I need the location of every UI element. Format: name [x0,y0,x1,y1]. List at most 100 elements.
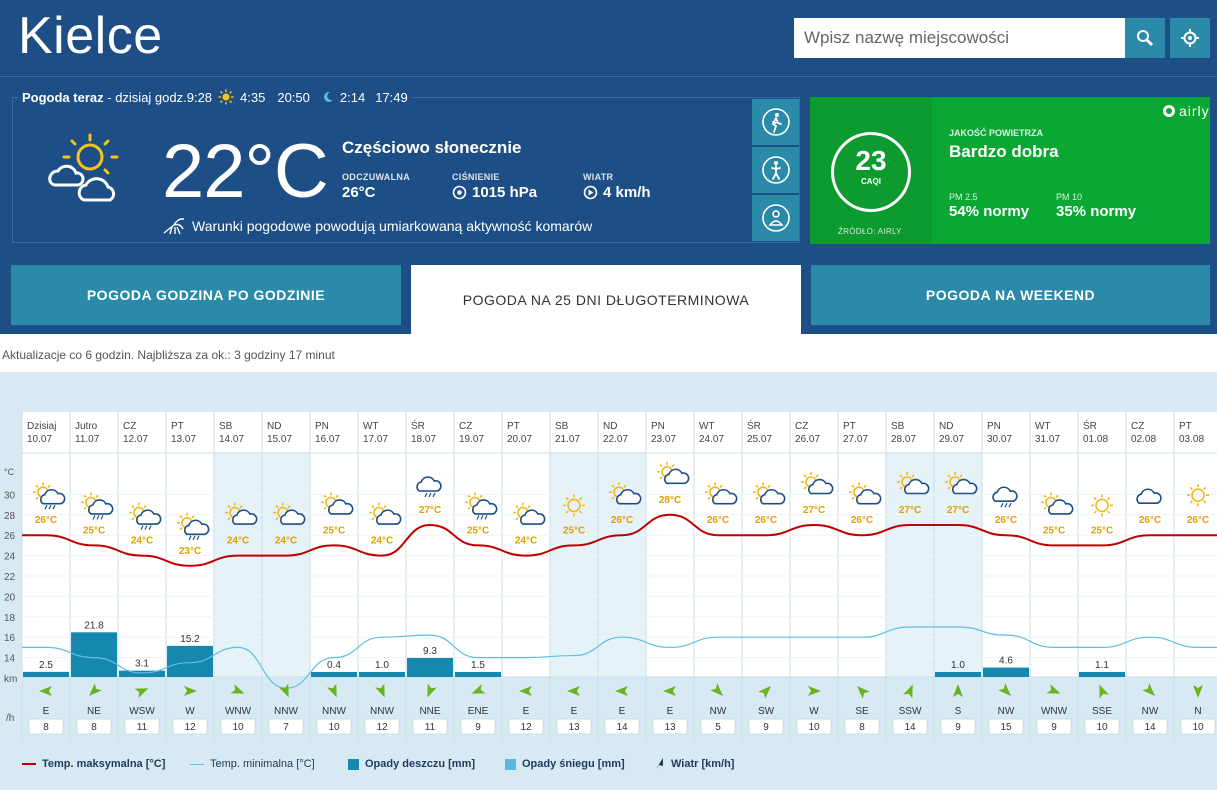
wind-arrow [998,683,1011,696]
wind-arrow [230,684,245,694]
day-date: 28.07 [891,434,916,445]
activity-button[interactable] [752,147,799,193]
wind-direction: E [619,706,626,717]
legend-snow-label: Opady śniegu [mm] [522,758,625,770]
day-date: 12.07 [123,434,148,445]
wind-arrow [1193,685,1203,698]
weekend-column [550,453,598,677]
legend-min-swatch [190,763,204,765]
sun-icon [563,494,585,517]
sun-cloud-icon [657,461,690,485]
temp-max-label: 28°C [659,495,681,506]
wind-direction: E [571,706,578,717]
rain-label: 1.5 [471,660,485,671]
wind-speed: 13 [664,722,676,733]
rain-bar [455,672,501,677]
temp-max-label: 24°C [227,536,249,547]
divider [0,76,1217,77]
moonrise-time: 2:14 [339,89,366,105]
day-date: 15.07 [267,434,292,445]
search-input[interactable] [794,18,1125,58]
wind-speed-box [988,718,1024,735]
now-daytime: - dzisiaj godz.9:28 [107,89,213,105]
legend-wind-icon [656,758,663,769]
wind-direction: N [1194,706,1201,717]
wind-arrow [758,686,771,699]
locate-icon [1181,29,1199,47]
search-button[interactable] [1125,18,1165,58]
partly-sunny-icon [48,133,119,202]
wind-speed-box [556,718,592,735]
sun-cloud-icon [705,482,738,505]
y-tick-label: 16 [4,633,16,644]
current-weather-header: Pogoda teraz - dzisiaj godz.9:28 4:35 20… [18,89,412,105]
y-tick-label: 26 [4,531,16,542]
wind-speed-box [220,718,256,735]
rain-label: 15.2 [180,634,200,645]
wind-arrow [39,686,52,696]
sun-cloud-icon [321,492,354,515]
wind-speed: 7 [283,722,289,733]
wind-speed-box [1084,718,1120,735]
wind-speed-box [700,718,736,735]
wind-direction: NW [1142,706,1159,717]
wind-speed-box [748,718,784,735]
locate-button[interactable] [1170,18,1210,58]
cloud-rain-icon [416,476,442,498]
day-name: Jutro [75,421,98,432]
day-date: 30.07 [987,434,1012,445]
tab-25-days[interactable]: POGODA NA 25 DNI DŁUGOTERMINOWA [411,265,801,334]
sun-cloud-icon [945,472,978,495]
temp-max-label: 25°C [563,525,585,536]
airly-logo-icon [1163,105,1175,117]
wind-direction: NNE [419,706,440,717]
wind-speed-box [28,718,64,735]
wind-arrow [1046,684,1061,694]
day-name: SB [891,421,905,432]
mosquito-text: Warunki pogodowe powodują umiarkowaną ak… [192,218,593,234]
wind-direction: E [667,706,674,717]
wind-direction: E [43,706,50,717]
day-name: PT [1179,421,1192,432]
day-date: 31.07 [1035,434,1060,445]
air-quality-panel[interactable]: 23 CAQI ŹRÓDŁO: AIRLY airly JAKOŚĆ POWIE… [810,97,1210,244]
wind-direction: NNW [370,706,394,717]
rain-label: 0.4 [327,660,341,671]
rain-label: 9.3 [423,646,437,657]
temp-max-label: 27°C [419,505,441,516]
wind-speed: 10 [808,722,820,733]
weekend-column [598,453,646,677]
day-date: 16.07 [315,434,340,445]
wind-direction: W [809,706,819,717]
y-tick-label: 28 [4,511,16,522]
wind: WIATR 4 km/h [583,172,651,201]
temp-max-label: 26°C [851,515,873,526]
day-name: PN [651,421,665,432]
day-date: 18.07 [411,434,436,445]
tab-weekend[interactable]: POGODA NA WEEKEND [811,265,1210,325]
rain-label: 1.0 [951,660,965,671]
pm10-label: PM 10 [1056,192,1083,202]
allergy-button[interactable] [752,195,799,241]
wind-speed-box [268,718,304,735]
legend-max-swatch [22,763,36,765]
legend-wind-label: Wiatr [km/h] [671,758,735,770]
day-name: SB [219,421,233,432]
tab-hourly[interactable]: POGODA GODZINA PO GODZINIE [11,265,401,325]
temp-max-label: 24°C [371,536,393,547]
feels-like: ODCZUWALNA 26°C [342,172,410,201]
temp-max-label: 27°C [803,505,825,516]
wind-speed: 11 [425,722,436,733]
y-tick-label: 22 [4,572,16,583]
walking-button[interactable] [752,99,799,145]
weekend-column [214,453,262,677]
sun-cloud-rain-icon [81,492,114,520]
temp-max-label: 25°C [1091,525,1113,536]
wind-direction: NE [87,706,101,717]
wind-speed-box [364,718,400,735]
current-temperature: 22°C [162,129,329,214]
legend-rain: Opady deszczu [mm] [348,758,475,770]
rain-bar [407,657,453,677]
wind-speed-box [1036,718,1072,735]
wind-label: WIATR [583,172,614,182]
